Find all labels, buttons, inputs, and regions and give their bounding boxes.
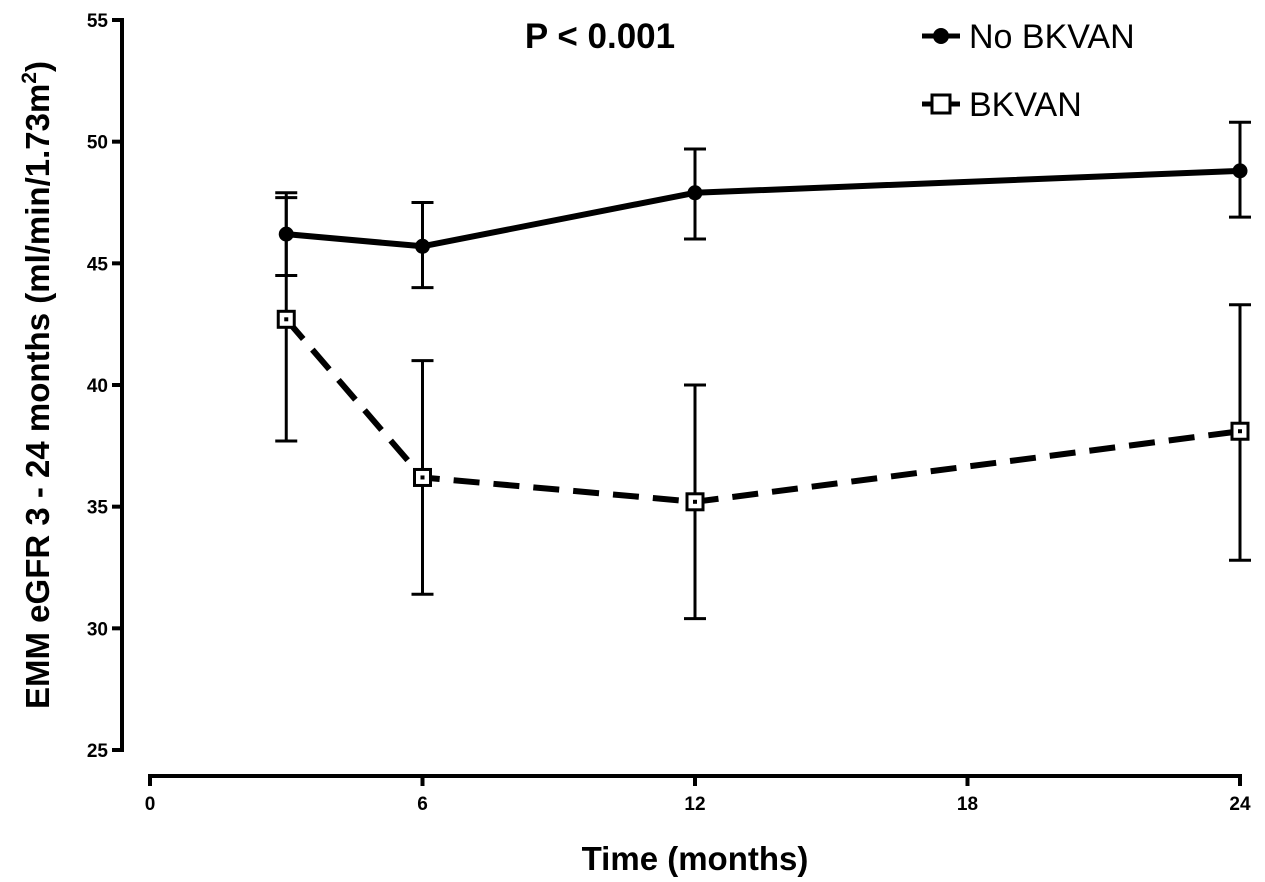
no-bkvan-point-3 [278, 226, 294, 242]
chart-text: P < 0.001 Time (months) EMM eGFR 3 - 24 … [18, 17, 808, 877]
series-lines [283, 167, 1241, 505]
x-axis-title: Time (months) [582, 840, 809, 877]
y-tick-label-35: 35 [87, 498, 109, 519]
error-bars [275, 120, 1251, 621]
bkvan-point-center-24 [1238, 429, 1242, 434]
y-axis-title-close: ) [19, 61, 56, 72]
legend-bkvan-label: BKVAN [969, 86, 1082, 124]
bkvan-point-center-6 [420, 475, 425, 480]
y-tick-label-30: 30 [87, 619, 108, 640]
no-bkvan-point-24 [1232, 163, 1248, 179]
series-markers [276, 163, 1250, 512]
y-tick-label-55: 55 [87, 11, 109, 32]
x-tick-label-18: 18 [957, 794, 978, 815]
no-bkvan-point-12 [687, 185, 703, 201]
x-tick-label-6: 6 [417, 794, 428, 815]
x-tick-label-12: 12 [684, 794, 705, 815]
no-bkvan-line [285, 167, 1241, 250]
bkvan-point-center-12 [693, 499, 697, 504]
p-value-annotation: P < 0.001 [525, 17, 675, 56]
legend-no-bkvan-marker [933, 28, 949, 44]
legend: No BKVAN BKVAN [922, 18, 1135, 124]
bkvan-line [283, 317, 1241, 505]
x-tick-label-0: 0 [145, 794, 156, 815]
y-tick-label-45: 45 [87, 254, 109, 275]
y-tick-label-40: 40 [87, 376, 108, 397]
x-tick-label-24: 24 [1229, 794, 1251, 815]
legend-bkvan-marker [930, 93, 952, 115]
y-axis-title-superscript: 2 [18, 72, 41, 84]
legend-no-bkvan-label: No BKVAN [969, 18, 1135, 56]
bkvan-point-center-3 [284, 317, 289, 322]
y-tick-label-25: 25 [87, 741, 109, 762]
no-bkvan-point-6 [415, 238, 430, 254]
y-tick-label-50: 50 [87, 133, 108, 154]
y-axis-title-main: EMM eGFR 3 - 24 months (ml/min/1.73m [19, 84, 56, 709]
y-axis-title: EMM eGFR 3 - 24 months (ml/min/1.73m2) [18, 61, 56, 709]
axes: 25 30 35 40 45 50 55 0 6 12 18 24 [87, 11, 1251, 815]
